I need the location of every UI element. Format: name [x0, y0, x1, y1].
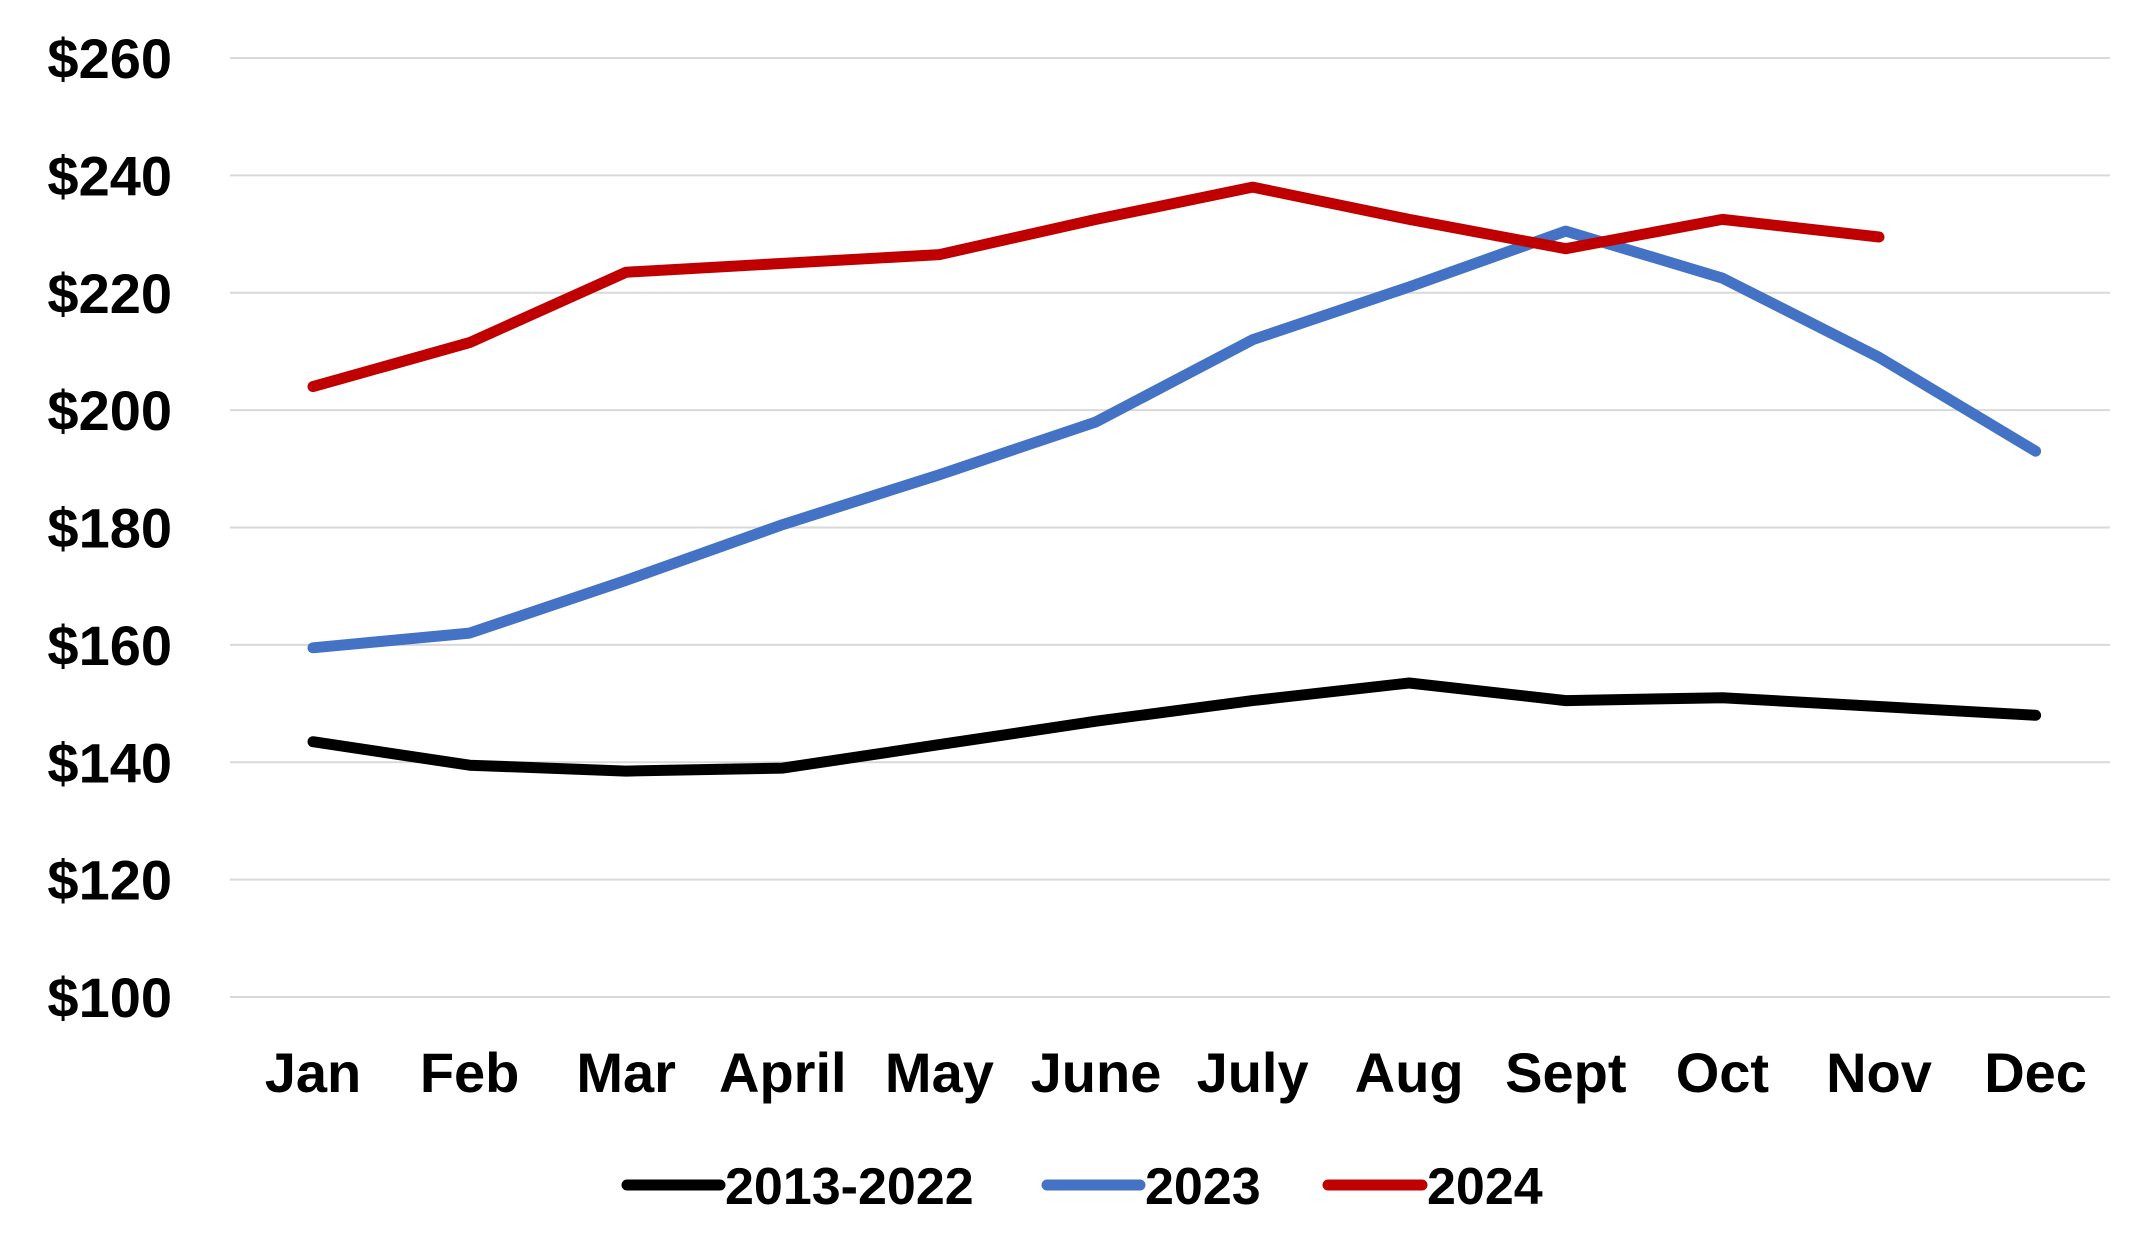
- x-tick-label: Nov: [1826, 1041, 1932, 1104]
- x-tick-label: April: [719, 1041, 847, 1104]
- x-tick-label: Oct: [1676, 1041, 1769, 1104]
- y-tick-label: $180: [47, 497, 172, 560]
- y-tick-label: $160: [47, 614, 172, 677]
- y-tick-label: $240: [47, 144, 172, 207]
- y-axis-tick-labels: $100 $120 $140 $160 $180 $200 $220 $240 $260: [47, 27, 172, 1029]
- x-tick-label: Dec: [1984, 1041, 2087, 1104]
- x-tick-label: Aug: [1355, 1041, 1464, 1104]
- y-tick-label: $100: [47, 966, 172, 1029]
- series-line-2024: [307, 181, 1885, 393]
- series-line-2023: [307, 225, 2042, 654]
- x-tick-label: July: [1197, 1041, 1309, 1104]
- x-tick-label: Mar: [576, 1041, 676, 1104]
- legend-label-2023: 2023: [1145, 1158, 1261, 1216]
- x-tick-label: Jan: [265, 1041, 362, 1104]
- x-tick-label: Feb: [420, 1041, 520, 1104]
- x-tick-label: May: [885, 1041, 994, 1104]
- legend-label-2013-2022: 2013-2022: [725, 1158, 974, 1216]
- x-tick-label: Sept: [1505, 1041, 1626, 1104]
- legend-label-2024: 2024: [1427, 1158, 1543, 1216]
- series-lines: [307, 181, 2042, 777]
- legend: 2013-2022 2023 2024: [621, 1158, 1543, 1216]
- y-tick-label: $220: [47, 262, 172, 325]
- x-tick-label: June: [1031, 1041, 1162, 1104]
- y-tick-label: $200: [47, 379, 172, 442]
- y-tick-label: $140: [47, 731, 172, 794]
- y-tick-label: $260: [47, 27, 172, 90]
- y-tick-label: $120: [47, 849, 172, 912]
- x-axis-tick-labels: Jan Feb Mar April May June July Aug Sept Oct Nov De…: [265, 1041, 2087, 1104]
- series-line-2013-2022: [307, 677, 2042, 777]
- gridlines: [230, 57, 2110, 998]
